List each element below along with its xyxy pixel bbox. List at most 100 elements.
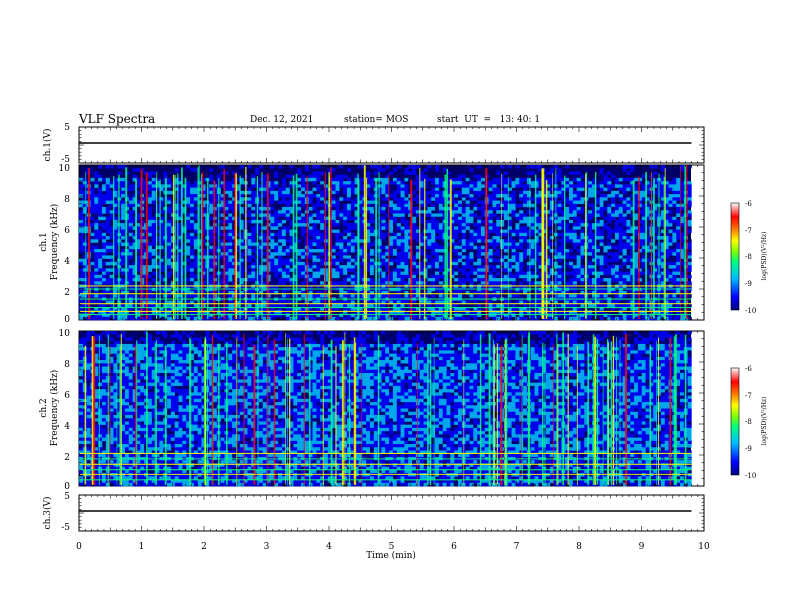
spectrogram-cell [492, 317, 496, 321]
spectrogram-cell [424, 168, 428, 172]
spectrogram-cell [228, 226, 232, 230]
spectrogram-cell [412, 168, 416, 172]
spectrogram-cell [515, 304, 519, 308]
spectrogram-cell [523, 255, 527, 259]
spectrogram-cell [454, 178, 458, 182]
spectrogram-cell [228, 252, 232, 256]
spectrogram-cell [228, 294, 232, 298]
spectrogram-cell [194, 184, 198, 188]
spectrogram-cell [148, 217, 152, 221]
spectrogram-cell [121, 243, 125, 247]
spectrogram-cell [167, 275, 171, 279]
spectrogram-cell [565, 175, 569, 179]
spectrogram-cell [466, 272, 470, 276]
spectrogram-cell [401, 239, 405, 243]
spectrogram-cell [431, 233, 435, 237]
spectrogram-cell [297, 204, 301, 208]
spectrogram-cell [550, 210, 554, 214]
spectrogram-cell [339, 249, 343, 253]
spectrogram-cell [297, 304, 301, 308]
spectrogram-cell [106, 246, 110, 250]
spectrogram-cell [427, 178, 431, 182]
spectrogram-cell [427, 246, 431, 250]
spectrogram-cell [339, 246, 343, 250]
spectrogram-cell [512, 243, 516, 247]
spectrogram-cell [393, 168, 397, 172]
spectrogram-cell [397, 294, 401, 298]
spectrogram-cell [512, 181, 516, 185]
spectrogram-cell [297, 275, 301, 279]
spectrogram-cell [152, 243, 156, 247]
spectrogram-cell [309, 275, 313, 279]
spectrogram-cell [263, 207, 267, 211]
spectrogram-cell [519, 239, 523, 243]
spectrogram-cell [324, 201, 328, 205]
spectrogram-cell [320, 210, 324, 214]
spectrogram-cell [351, 233, 355, 237]
spectrogram-cell [378, 233, 382, 237]
spectrogram-cell [439, 197, 443, 201]
spectrogram-cell [343, 246, 347, 250]
ch1-spectrogram-image [79, 165, 692, 320]
spectrogram-cell [527, 217, 531, 221]
spectrogram-cell [98, 213, 102, 217]
spectrogram-cell [401, 217, 405, 221]
spectrogram-cell [102, 268, 106, 272]
spectrogram-cell [439, 226, 443, 230]
spectrogram-cell [343, 184, 347, 188]
spectrogram-cell [427, 230, 431, 234]
spectrogram-cell [136, 278, 140, 282]
spectrogram-cell [324, 220, 328, 224]
spectrogram-cell [121, 265, 125, 269]
spectrogram-cell [83, 207, 87, 211]
spectrogram-cell [335, 188, 339, 192]
spectrogram-cell [519, 204, 523, 208]
spectrogram-cell [79, 204, 83, 208]
spectrogram-cell [527, 220, 531, 224]
spectrogram-cell [389, 194, 393, 198]
spectrogram-cell [427, 213, 431, 217]
spectrogram-cell [500, 262, 504, 266]
spectrogram-cell [500, 268, 504, 272]
spectrogram-cell [148, 304, 152, 308]
spectrogram-cell [339, 239, 343, 243]
spectrogram-cell [247, 252, 251, 256]
spectrogram-cell [152, 223, 156, 227]
spectrogram-cell [370, 194, 374, 198]
spectrogram-cell [102, 178, 106, 182]
spectrogram-cell [278, 268, 282, 272]
spectrogram-cell [251, 220, 255, 224]
spectrogram-cell [477, 223, 481, 227]
spectrogram-cell [90, 255, 94, 259]
spectrogram-cell [462, 243, 466, 247]
spectrogram-cell [270, 268, 274, 272]
spectrogram-cell [343, 294, 347, 298]
spectrogram-cell [129, 233, 133, 237]
spectrogram-cell [550, 239, 554, 243]
spectrogram-cell [558, 207, 562, 211]
spectrogram-cell [397, 188, 401, 192]
spectrogram-cell [209, 262, 213, 266]
spectrogram-cell [224, 310, 228, 314]
spectrogram-cell [527, 255, 531, 259]
spectrogram-cell [94, 259, 98, 263]
spectrogram-cell [224, 233, 228, 237]
spectrogram-cell [435, 178, 439, 182]
spectrogram-cell [512, 207, 516, 211]
spectrogram-cell [152, 184, 156, 188]
spectrogram-cell [324, 178, 328, 182]
spectrogram-cell [370, 233, 374, 237]
spectrogram-cell [167, 181, 171, 185]
spectrogram-cell [313, 259, 317, 263]
spectrogram-cell [370, 217, 374, 221]
spectrogram-cell [297, 194, 301, 198]
spectrogram-cell [431, 239, 435, 243]
spectrogram-cell [462, 188, 466, 192]
spectrogram-cell [565, 178, 569, 182]
spectrogram-cell [209, 184, 213, 188]
spectrogram-cell [496, 239, 500, 243]
spectrogram-cell [389, 201, 393, 205]
spectrogram-cell [270, 252, 274, 256]
spectrogram-cell [351, 236, 355, 240]
spectrogram-cell [316, 217, 320, 221]
